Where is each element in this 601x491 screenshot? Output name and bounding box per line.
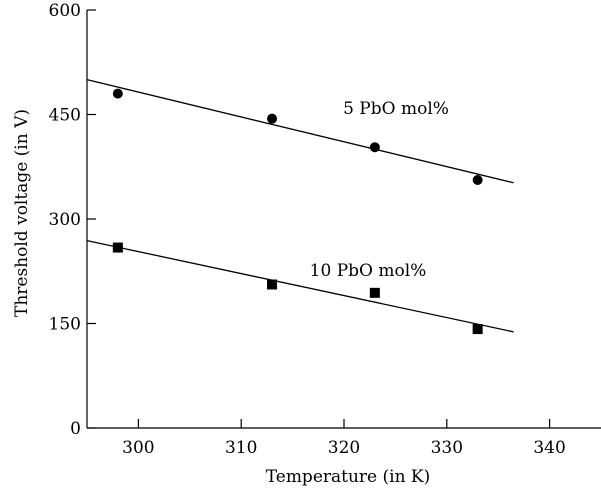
axes — [86, 10, 601, 429]
series-10-pbo-label: 10 PbO mol% — [310, 261, 427, 281]
x-tick-label: 320 — [328, 438, 360, 458]
series-5-pbo-point — [112, 88, 123, 99]
series-10-pbo-point — [369, 287, 380, 298]
y-axis-label: Threshold voltage (in V) — [12, 109, 32, 317]
data-points — [112, 88, 483, 335]
series-10-pbo-point — [267, 279, 278, 290]
y-tick-label: 300 — [49, 210, 81, 230]
x-axis-label: Temperature (in K) — [266, 467, 431, 487]
series-10-pbo-fit-line — [86, 239, 514, 333]
series-5-pbo-fit-line — [86, 79, 514, 184]
series-10-pbo-point — [472, 324, 483, 335]
y-tick-label: 150 — [49, 315, 81, 335]
tick-labels: 0 150 300 450 600 300 310 320 330 340 — [49, 1, 566, 458]
x-tick-label: 300 — [122, 438, 154, 458]
y-tick-label: 600 — [49, 1, 81, 21]
series-5-pbo-point — [472, 174, 483, 185]
tick-marks — [87, 9, 551, 429]
y-tick-label: 0 — [70, 419, 81, 439]
series-5-pbo-point — [369, 142, 380, 153]
x-tick-label: 340 — [533, 438, 565, 458]
series-5-pbo-point — [267, 113, 278, 124]
series-5-pbo-label: 5 PbO mol% — [343, 99, 449, 119]
x-tick-label: 310 — [225, 438, 257, 458]
series-labels: 5 PbO mol% 10 PbO mol% — [310, 99, 449, 281]
fit-lines — [86, 79, 514, 333]
y-tick-label: 450 — [49, 106, 81, 126]
x-tick-label: 330 — [431, 438, 463, 458]
series-10-pbo-point — [112, 242, 123, 253]
